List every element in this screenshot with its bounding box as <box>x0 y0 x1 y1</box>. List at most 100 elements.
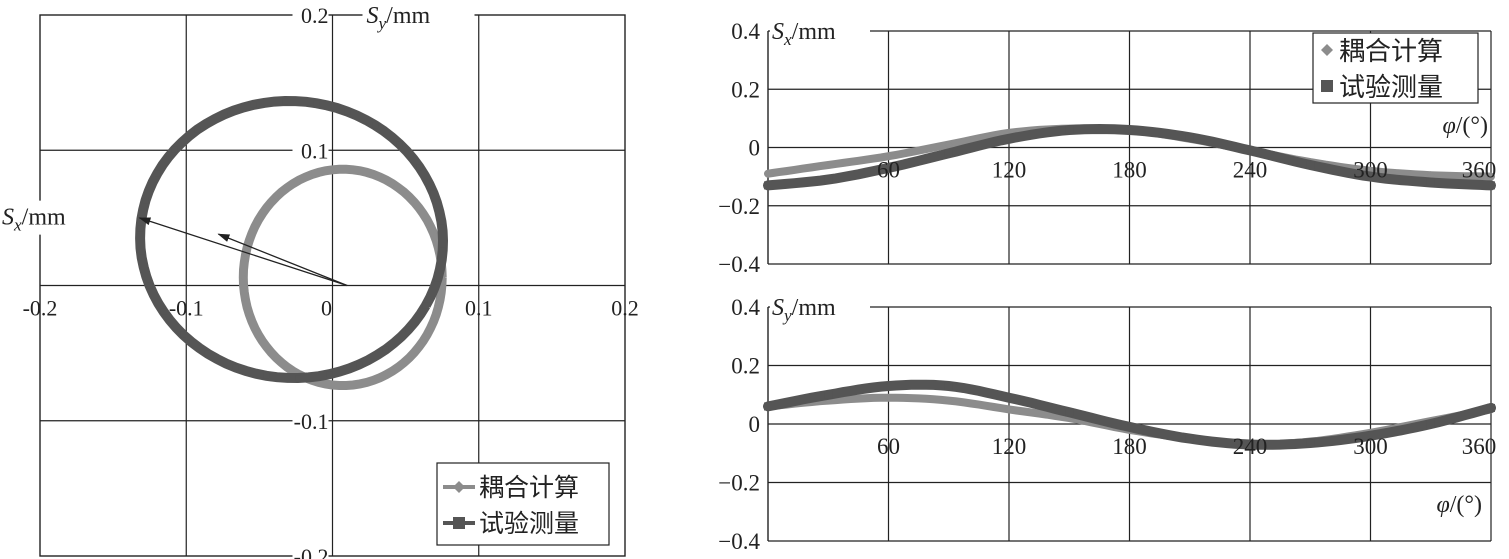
orbit-data-point <box>344 108 351 115</box>
orbit-data-point <box>405 326 412 333</box>
orbit-ylabel-bg <box>362 1 475 31</box>
orbit-data-point <box>242 296 249 303</box>
orbit-xticklabel: 0.1 <box>465 296 493 321</box>
sx-yticklabel: −0.4 <box>718 252 760 277</box>
orbit-yticklabel-bg <box>292 544 329 559</box>
sy-xlabel-bg <box>1412 488 1490 520</box>
orbit-xlabel-subscript: x <box>13 216 22 235</box>
sy-yticklabel: 0 <box>749 412 761 437</box>
sx-data-point <box>884 163 893 172</box>
sy-ylabel-unit: /mm <box>792 295 836 321</box>
orbit-data-point <box>171 146 178 153</box>
orbit-data-point <box>389 180 396 187</box>
sy-data-point <box>944 381 953 390</box>
sy-data-point <box>1005 393 1013 402</box>
sx-data-point <box>944 140 953 149</box>
orbit-data-point <box>329 381 336 388</box>
sy-ylabel-symbol: S <box>772 295 784 321</box>
orbit-legend-label: 耦合计算 <box>479 473 579 502</box>
sy-data-point <box>1005 405 1013 414</box>
sx-xticklabel: 60 <box>877 158 900 183</box>
sx-data-point <box>1065 126 1074 135</box>
orbit-data-point <box>350 166 357 173</box>
orbit-data-point <box>396 141 403 148</box>
sx-legend-marker <box>1321 44 1333 56</box>
orbit-data-point <box>295 375 302 382</box>
sx-legend <box>1312 32 1479 104</box>
sy-ylabel: Sy/mm <box>772 295 836 325</box>
orbit-xticklabel: -0.2 <box>23 296 58 321</box>
orbit-data-point <box>434 275 441 282</box>
orbit-legend <box>436 462 610 546</box>
orbit-legend-marker <box>453 517 465 529</box>
sy-xticklabel: 240 <box>1233 434 1268 459</box>
orbit-arrow <box>217 233 348 287</box>
orbit-data-point <box>250 101 257 108</box>
orbit-series-line <box>238 164 447 390</box>
orbit-data-point <box>146 282 153 289</box>
orbit-yticklabel: 0.1 <box>301 138 329 163</box>
sx-xticklabel: 360 <box>1462 158 1497 183</box>
sx-data-point <box>1246 146 1254 155</box>
sx-data-point <box>1366 172 1375 181</box>
sy-data-point <box>944 396 953 405</box>
orbit-yticklabel: -0.1 <box>294 409 329 434</box>
orbit-xticklabel: 0.2 <box>611 296 639 321</box>
sy-yticklabel: 0.2 <box>731 354 760 379</box>
orbit-data-point <box>154 170 161 177</box>
sx-ylabel-bg <box>770 15 870 45</box>
orbit-data-point <box>439 247 446 254</box>
sy-xticklabel: 60 <box>877 434 900 459</box>
sy-xticklabel: 180 <box>1112 434 1147 459</box>
sx-legend-label: 耦合计算 <box>1339 37 1443 67</box>
sy-ylabel-subscript: y <box>782 306 792 325</box>
sx-data-point <box>1005 134 1013 143</box>
orbit-ylabel-subscript: y <box>377 14 387 33</box>
orbit-data-point <box>309 171 316 178</box>
sy-data-point <box>1487 403 1495 412</box>
orbit-data-point <box>290 180 297 187</box>
sx-data-point <box>1487 181 1495 190</box>
orbit-data-point <box>372 122 379 129</box>
orbit-ylabel-unit: /mm <box>386 3 430 29</box>
sx-xticklabel: 300 <box>1353 158 1388 183</box>
sx-ylabel-symbol: S <box>772 19 784 45</box>
sx-data-point <box>884 152 893 161</box>
sx-data-point <box>944 149 953 158</box>
orbit-yticklabel: -0.2 <box>294 544 329 559</box>
orbit-data-point <box>221 111 228 118</box>
sx-legend-label: 试验测量 <box>1339 73 1443 103</box>
orbit-data-point <box>138 254 145 261</box>
orbit-yticklabel: 0.2 <box>301 3 329 28</box>
orbit-legend-marker <box>453 481 465 493</box>
orbit-data-point <box>438 218 445 225</box>
orbit-ylabel: Sy/mm <box>367 3 431 33</box>
orbit-data-point <box>204 350 211 357</box>
orbit-ylabel-symbol: S <box>367 3 379 29</box>
sy-data-point <box>1306 439 1315 448</box>
sx-xlabel-symbol: φ <box>1442 113 1455 139</box>
sx-data-point <box>1426 178 1435 187</box>
orbit-legend-label: 试验测量 <box>479 509 579 538</box>
orbit-data-point <box>273 354 280 361</box>
sx-data-point <box>1306 160 1315 169</box>
sx-data-point <box>1185 133 1194 142</box>
sx-yticklabel: 0.4 <box>731 19 760 44</box>
orbit-xticklabel: -0.1 <box>169 296 204 321</box>
sy-chart: 0.4 0.2 0 −0.2 −0.4 60 120 180 240 300 360 Sy/mm φ/(… <box>718 291 1496 554</box>
sy-data-point <box>764 402 772 411</box>
sy-data-point <box>824 390 833 399</box>
orbit-data-point <box>329 166 336 173</box>
orbit-data-point <box>430 230 437 237</box>
sx-data-point <box>824 175 833 184</box>
orbit-data-point <box>282 98 289 105</box>
orbit-xlabel: Sx/mm <box>2 205 66 235</box>
orbit-data-point <box>430 318 437 325</box>
sy-data-point <box>1426 420 1435 428</box>
orbit-data-point <box>240 274 247 281</box>
sx-data-point <box>764 169 772 178</box>
orbit-data-point <box>350 381 357 388</box>
sx-data-point <box>1125 126 1134 135</box>
sx-data-point <box>824 160 833 169</box>
sy-data-point <box>1125 422 1134 431</box>
